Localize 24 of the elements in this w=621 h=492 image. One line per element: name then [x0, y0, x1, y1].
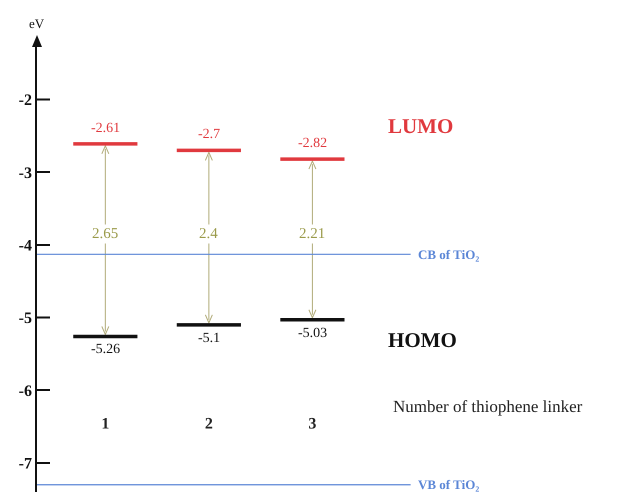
x-tick-label: 1: [101, 416, 110, 433]
y-tick-label: -7: [18, 456, 32, 473]
ref-line-label: VB of TiO₂: [418, 477, 480, 492]
y-tick-label: -5: [18, 310, 32, 328]
y-tick-label: -2: [18, 92, 32, 110]
annotation: 2.65: [92, 226, 118, 242]
x-tick-label: 2: [204, 416, 213, 433]
data-label: -5.03: [298, 326, 328, 341]
annotation: 2.4: [199, 226, 218, 242]
y-axis-title: eV: [29, 16, 45, 31]
x-tick-label: 3: [308, 416, 316, 433]
data-label: -5.1: [198, 331, 220, 346]
data-label: -2.82: [298, 136, 328, 151]
text: HOMO: [388, 328, 457, 352]
text: LUMO: [388, 114, 454, 138]
data-label: -2.7: [198, 127, 220, 142]
annotation: 2.21: [299, 226, 326, 242]
y-tick-label: -6: [18, 382, 32, 400]
data-label: -5.26: [91, 342, 120, 357]
y-tick-label: -4: [18, 237, 32, 254]
data-label: -2.61: [91, 121, 120, 136]
x-axis-title: Number of thiophene linker: [393, 397, 583, 416]
ref-line-label: CB of TiO₂: [418, 247, 480, 262]
y-tick-label: -3: [18, 164, 32, 182]
